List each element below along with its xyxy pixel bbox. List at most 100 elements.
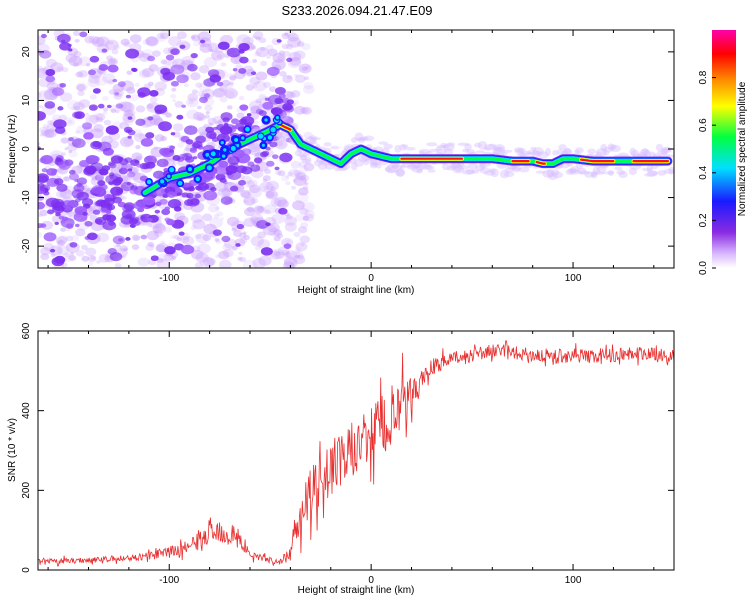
- noise-blob: [122, 196, 127, 200]
- noise-blob: [75, 82, 88, 92]
- signal-blob: [155, 109, 162, 115]
- signal-blob: [67, 43, 72, 47]
- noise-blob: [50, 62, 64, 73]
- noise-blob: [123, 41, 132, 48]
- noise-blob: [132, 234, 141, 241]
- noise-blob: [268, 227, 280, 237]
- noise-blob: [57, 238, 63, 243]
- ridge-halo: [552, 149, 559, 156]
- signal-blob: [54, 255, 66, 264]
- noise-blob: [45, 58, 57, 68]
- signal-blob: [71, 138, 86, 149]
- noise-blob: [293, 255, 306, 265]
- ridge-halo: [356, 137, 367, 141]
- noise-blob: [110, 108, 117, 113]
- signal-blob: [166, 191, 177, 198]
- noise-blob: [304, 210, 315, 219]
- noise-blob: [220, 62, 227, 67]
- signal-blob: [185, 156, 195, 163]
- noise-blob: [299, 165, 309, 173]
- noise-blob: [103, 119, 112, 126]
- noise-blob: [154, 120, 159, 125]
- signal-blob: [274, 166, 280, 171]
- signal-blob: [156, 158, 169, 168]
- signal-blob: [145, 132, 155, 139]
- signal-blob: [158, 121, 172, 132]
- noise-blob: [216, 211, 224, 217]
- ridge-halo: [527, 152, 536, 156]
- signal-blob: [131, 67, 138, 73]
- colorbar-tick-label: 0.6: [698, 118, 709, 132]
- ridge-halo: [423, 165, 435, 170]
- noise-blob: [114, 109, 120, 114]
- colorbar-label: Normalized spectral amplitude: [737, 81, 748, 216]
- signal-blob: [146, 217, 153, 222]
- ridge-halo: [464, 143, 472, 151]
- signal-blob: [211, 136, 219, 143]
- ridge-halo: [462, 169, 475, 175]
- signal-blob: [38, 173, 49, 183]
- signal-blob: [126, 182, 131, 186]
- noise-blob: [276, 141, 284, 147]
- signal-blob: [81, 198, 94, 207]
- noise-blob: [163, 226, 173, 233]
- signal-blob: [231, 125, 237, 130]
- ridge-halo: [490, 168, 499, 178]
- noise-blob: [240, 189, 251, 198]
- signal-blob: [135, 118, 146, 126]
- noise-blob: [285, 30, 296, 39]
- noise-blob: [42, 124, 50, 129]
- noise-blob: [145, 36, 158, 46]
- signal-blob: [105, 174, 119, 185]
- noise-blob: [70, 251, 75, 255]
- noise-blob: [84, 35, 95, 44]
- ridge-halo: [323, 142, 332, 147]
- noise-blob: [107, 57, 118, 66]
- noise-blob: [155, 244, 166, 253]
- signal-blob: [40, 155, 54, 165]
- signal-blob: [73, 183, 85, 192]
- noise-blob: [276, 233, 283, 239]
- ridge-halo: [607, 143, 615, 151]
- ridge-halo: [318, 162, 328, 171]
- signal-blob: [285, 137, 293, 143]
- noise-blob: [270, 248, 285, 260]
- noise-blob: [173, 234, 180, 240]
- noise-blob: [111, 49, 119, 55]
- signal-blob: [60, 219, 66, 224]
- noise-blob: [157, 253, 169, 262]
- noise-blob: [98, 253, 110, 263]
- noise-blob: [172, 99, 177, 103]
- ridge-halo: [436, 148, 447, 155]
- signal-blob: [246, 113, 252, 117]
- ridge-halo: [450, 164, 457, 171]
- signal-blob: [170, 132, 176, 136]
- noise-blob: [168, 36, 182, 47]
- ridge-halo: [641, 148, 649, 156]
- noise-blob: [242, 231, 247, 235]
- noise-blob: [197, 31, 212, 42]
- signal-blob: [112, 235, 126, 245]
- signal-blob: [127, 116, 133, 120]
- noise-blob: [305, 66, 310, 70]
- signal-blob: [126, 171, 136, 178]
- noise-blob: [273, 235, 281, 242]
- noise-blob: [293, 50, 306, 60]
- noise-blob: [250, 45, 257, 50]
- signal-blob: [227, 156, 240, 165]
- noise-blob: [233, 230, 243, 238]
- noise-blob: [304, 182, 309, 186]
- ridge-halo: [592, 165, 601, 175]
- signal-blob: [214, 165, 229, 176]
- noise-blob: [171, 255, 177, 260]
- noise-blob: [142, 39, 151, 45]
- noise-blob: [278, 50, 286, 56]
- signal-blob: [181, 104, 186, 108]
- ridge-halo: [276, 134, 283, 140]
- ridge-halo: [607, 169, 615, 176]
- ridge-halo: [479, 167, 491, 174]
- noise-blob: [75, 249, 85, 257]
- bead-inner: [270, 127, 276, 133]
- signal-blob: [159, 198, 168, 205]
- signal-blob: [226, 47, 241, 58]
